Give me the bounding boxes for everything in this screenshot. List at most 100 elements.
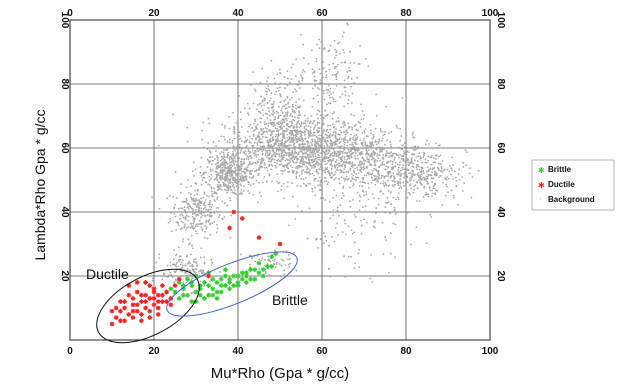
x-tick-label-bottom: 80 bbox=[400, 346, 412, 357]
ductile-point bbox=[139, 312, 144, 317]
background-point bbox=[329, 87, 332, 90]
background-point bbox=[241, 192, 243, 195]
background-point bbox=[290, 113, 292, 115]
background-point bbox=[315, 147, 318, 150]
background-point bbox=[299, 161, 301, 164]
background-point bbox=[382, 180, 385, 183]
background-point bbox=[328, 90, 331, 93]
background-point bbox=[387, 175, 390, 177]
background-point bbox=[273, 144, 276, 147]
background-point bbox=[307, 130, 310, 133]
background-point bbox=[323, 145, 326, 148]
background-point bbox=[184, 264, 187, 267]
background-point bbox=[426, 181, 429, 183]
background-point bbox=[316, 109, 319, 112]
background-point bbox=[208, 122, 211, 125]
background-point bbox=[268, 141, 271, 144]
background-point bbox=[246, 155, 249, 158]
background-point bbox=[433, 183, 436, 185]
background-point bbox=[220, 185, 222, 188]
background-point bbox=[291, 169, 294, 172]
background-point bbox=[307, 170, 310, 173]
background-point bbox=[256, 104, 259, 106]
background-point bbox=[351, 92, 354, 95]
background-point bbox=[384, 183, 387, 186]
background-point bbox=[185, 255, 188, 258]
background-point bbox=[358, 161, 361, 164]
background-point bbox=[311, 122, 314, 125]
background-point bbox=[314, 139, 316, 141]
background-point bbox=[417, 172, 419, 174]
background-point bbox=[255, 179, 258, 182]
background-point bbox=[284, 144, 286, 147]
background-point bbox=[247, 148, 250, 151]
background-point bbox=[381, 221, 384, 224]
background-point bbox=[391, 160, 394, 163]
background-point bbox=[228, 178, 231, 181]
ductile-point bbox=[155, 312, 161, 317]
background-point bbox=[318, 140, 320, 143]
ductile-point bbox=[206, 273, 211, 279]
background-point bbox=[324, 163, 327, 166]
ductile-point bbox=[176, 276, 182, 282]
background-point bbox=[295, 173, 298, 175]
background-point bbox=[310, 132, 313, 135]
background-point bbox=[395, 153, 398, 155]
background-point bbox=[338, 142, 341, 144]
ductile-point bbox=[109, 308, 115, 314]
background-point bbox=[402, 157, 404, 160]
x-tick-label-top: 0 bbox=[67, 8, 73, 19]
background-point bbox=[309, 146, 312, 149]
background-point bbox=[274, 82, 277, 84]
background-point bbox=[223, 155, 226, 158]
background-point bbox=[332, 125, 335, 128]
background-point bbox=[179, 263, 182, 266]
background-point bbox=[193, 175, 195, 177]
background-point bbox=[200, 226, 203, 228]
background-point bbox=[217, 216, 220, 219]
background-point bbox=[425, 161, 428, 164]
background-point bbox=[236, 173, 238, 176]
background-point bbox=[241, 126, 243, 128]
background-point bbox=[352, 183, 355, 185]
background-point bbox=[175, 270, 178, 272]
background-point bbox=[217, 173, 219, 176]
background-point bbox=[391, 180, 394, 182]
background-point bbox=[366, 160, 369, 163]
background-point bbox=[275, 149, 278, 152]
background-point bbox=[231, 182, 234, 184]
background-point bbox=[333, 154, 335, 157]
background-point bbox=[192, 208, 195, 211]
background-point bbox=[229, 161, 231, 164]
background-point bbox=[226, 180, 229, 183]
background-point bbox=[299, 87, 301, 89]
background-point bbox=[273, 161, 276, 164]
background-point bbox=[368, 145, 371, 147]
background-point bbox=[426, 183, 429, 185]
background-point bbox=[292, 172, 295, 174]
background-point bbox=[351, 164, 354, 167]
brittle-point bbox=[218, 283, 224, 288]
background-point bbox=[252, 183, 255, 185]
background-point bbox=[204, 171, 207, 174]
background-point bbox=[356, 154, 359, 157]
brittle-point bbox=[214, 289, 220, 295]
background-point bbox=[402, 168, 404, 171]
background-point bbox=[257, 174, 260, 177]
background-point bbox=[312, 151, 315, 154]
background-point bbox=[203, 191, 206, 194]
background-point bbox=[299, 148, 302, 151]
background-point bbox=[283, 133, 286, 135]
background-point bbox=[243, 172, 246, 175]
background-point bbox=[411, 173, 414, 175]
background-point bbox=[184, 223, 186, 225]
background-point bbox=[243, 185, 245, 188]
brittle-point bbox=[235, 273, 241, 279]
background-point bbox=[311, 190, 314, 193]
background-point bbox=[294, 150, 296, 153]
background-point bbox=[336, 206, 339, 209]
background-point bbox=[267, 85, 270, 87]
background-point bbox=[298, 110, 301, 113]
brittle-point bbox=[239, 276, 245, 282]
background-point bbox=[326, 145, 329, 148]
